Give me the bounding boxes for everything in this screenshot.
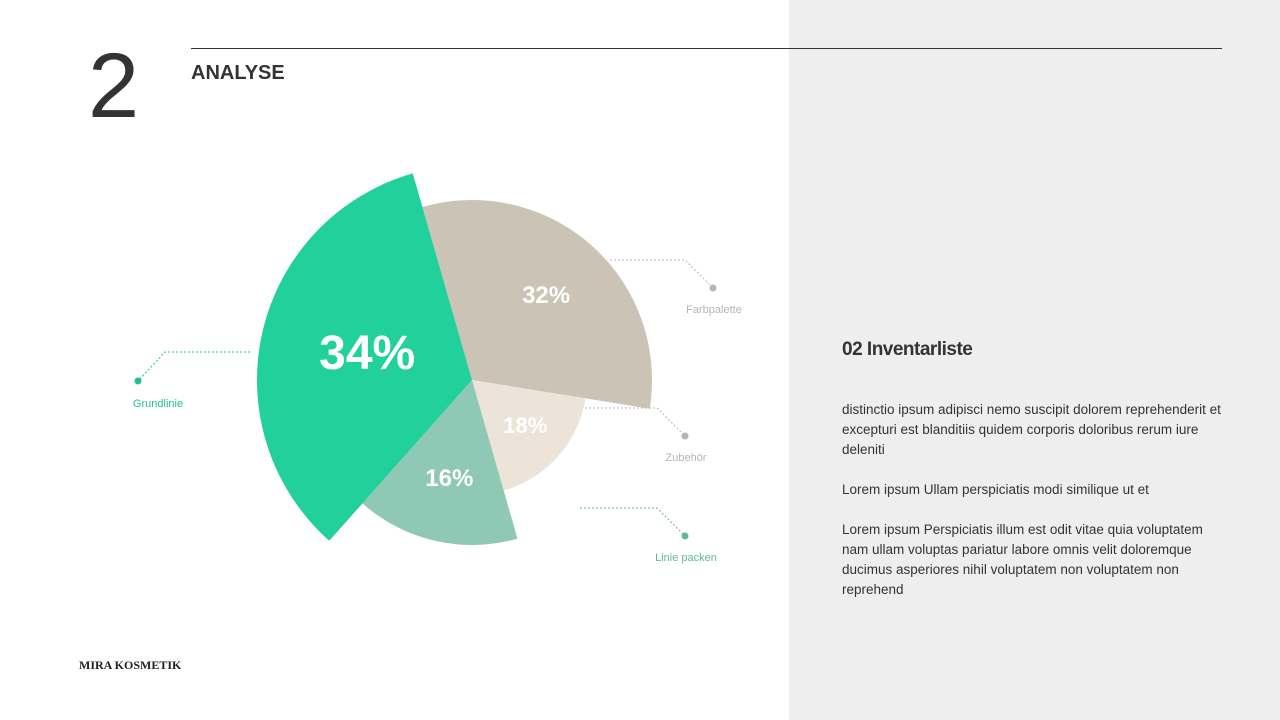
leader-line bbox=[610, 259, 714, 289]
leader-line bbox=[585, 407, 686, 437]
value-label: 34% bbox=[319, 327, 415, 380]
panel-text: distinctio ipsum adipisci nemo suscipit … bbox=[842, 400, 1232, 620]
leader-dot bbox=[681, 432, 689, 440]
category-label: Grundlinie bbox=[133, 398, 183, 410]
pie-slice bbox=[472, 380, 586, 491]
side-panel bbox=[789, 0, 1280, 720]
brand: MIRA KOSMETIK bbox=[79, 658, 182, 672]
leader-line bbox=[137, 351, 250, 382]
paragraph: distinctio ipsum adipisci nemo suscipit … bbox=[842, 402, 1221, 457]
section-title: ANALYSE bbox=[191, 62, 285, 84]
paragraph: Lorem ipsum Perspiciatis illum est odit … bbox=[842, 522, 1203, 597]
category-label: Linie packen bbox=[655, 552, 717, 564]
value-label: 18% bbox=[503, 413, 547, 438]
paragraph: Lorem ipsum Ullam perspiciatis modi simi… bbox=[842, 482, 1149, 497]
value-label: 32% bbox=[522, 282, 570, 309]
leader-dot bbox=[134, 377, 142, 385]
pie-slice bbox=[257, 173, 472, 541]
panel-title: 02 Inventarliste bbox=[842, 339, 973, 360]
leader-dot bbox=[709, 284, 717, 292]
leader-line bbox=[580, 507, 686, 537]
category-label: Farbpalette bbox=[686, 304, 742, 316]
header-rule bbox=[191, 48, 1222, 49]
leader-dot bbox=[681, 532, 689, 540]
value-label: 16% bbox=[425, 465, 473, 492]
category-label: Zubehör bbox=[666, 452, 707, 464]
pie-slice bbox=[362, 380, 518, 545]
pie-slice bbox=[422, 200, 652, 409]
slide-number: 2 bbox=[88, 35, 140, 137]
